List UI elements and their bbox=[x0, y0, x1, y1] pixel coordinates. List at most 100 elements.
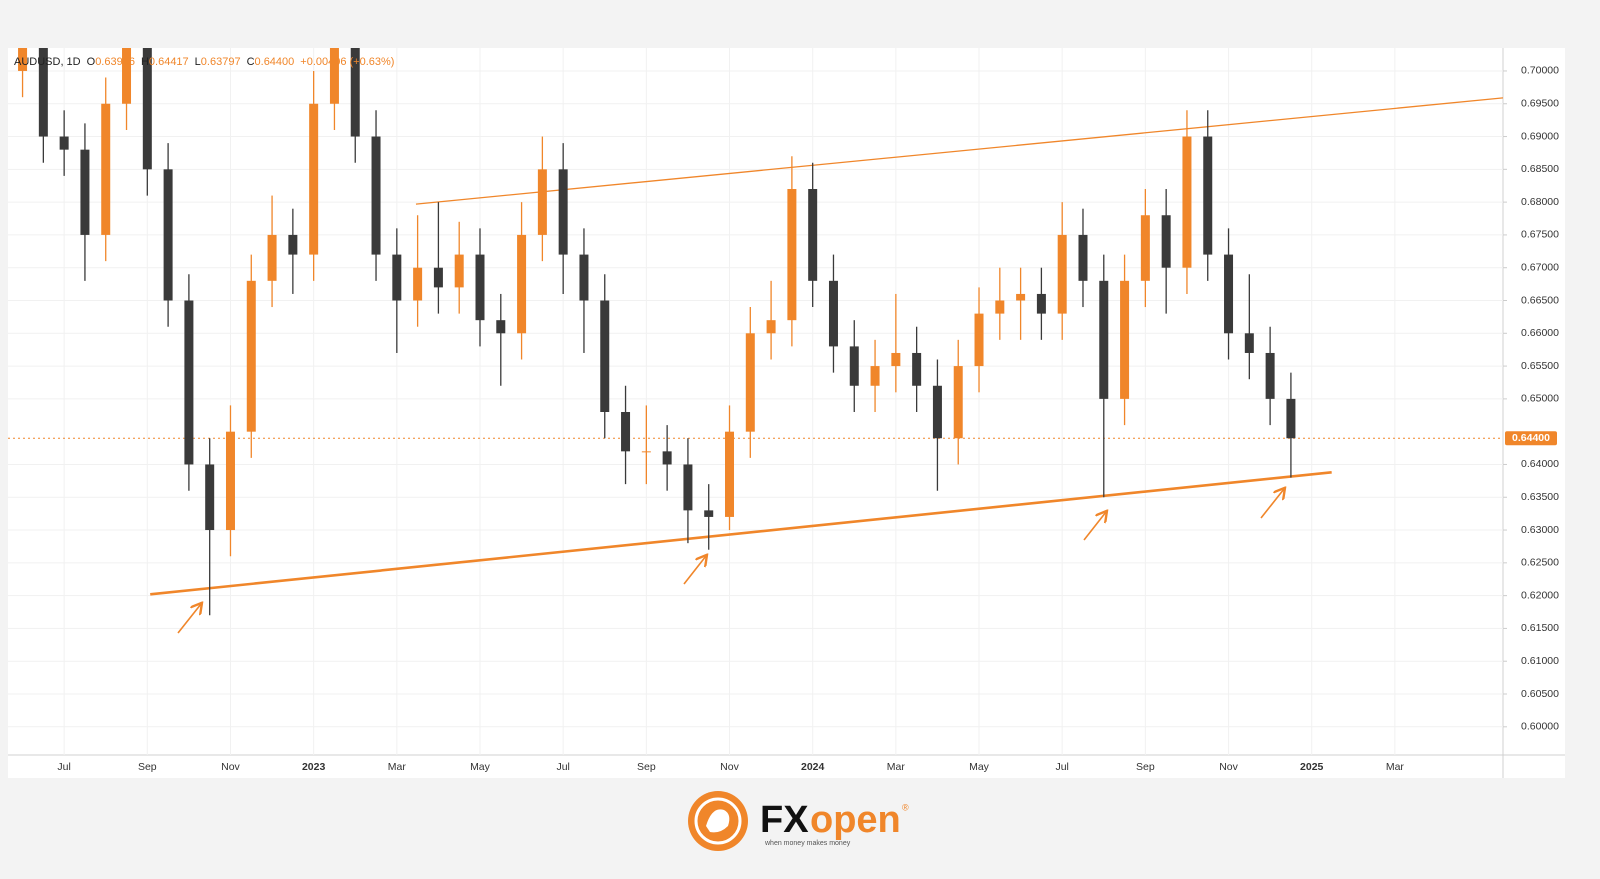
arrow bbox=[683, 556, 706, 585]
candle-body bbox=[1140, 215, 1150, 281]
candle-body bbox=[766, 320, 776, 334]
candle-body bbox=[309, 103, 319, 255]
symbol-legend: AUDUSD, 1D O0.63956 H0.64417 L0.63797 C0.644… bbox=[14, 56, 394, 68]
candle-body bbox=[122, 48, 132, 104]
legend-value: 0.63797 bbox=[201, 56, 241, 68]
logo-ring bbox=[694, 797, 742, 845]
y-tick-label: 0.62500 bbox=[1521, 557, 1559, 569]
candle-body bbox=[1286, 398, 1296, 439]
candle-body bbox=[808, 189, 818, 281]
candle-body bbox=[433, 267, 443, 288]
legend-label: AUDUSD, 1D bbox=[14, 56, 81, 68]
y-tick-label: 0.61000 bbox=[1521, 655, 1559, 667]
candle-body bbox=[662, 451, 672, 465]
x-tick-label: Jul bbox=[57, 761, 70, 773]
candle-body bbox=[745, 333, 755, 432]
x-tick-label: Jul bbox=[556, 761, 569, 773]
candle-body bbox=[1265, 352, 1275, 399]
x-tick-label: May bbox=[470, 761, 491, 773]
candle-body bbox=[1203, 136, 1213, 255]
candle-body bbox=[621, 411, 631, 452]
candle-body bbox=[641, 451, 651, 453]
candle-body bbox=[38, 48, 48, 137]
candle-body bbox=[80, 149, 90, 235]
candle-body bbox=[246, 280, 256, 432]
legend-value: +0.00406 (+0.63%) bbox=[300, 56, 394, 68]
candle-body bbox=[537, 169, 547, 235]
candle-body bbox=[163, 169, 173, 301]
legend-label: O bbox=[87, 56, 96, 68]
axes: 0.60000 0.60500 0.61000 0.61500 0.62000 0.625… bbox=[57, 65, 1559, 773]
legend-label: C bbox=[247, 56, 255, 68]
candle-body bbox=[704, 510, 714, 517]
candle-body bbox=[849, 346, 859, 386]
x-tick-label: May bbox=[969, 761, 990, 773]
candle-body bbox=[558, 169, 568, 255]
candle-body bbox=[142, 48, 152, 170]
candle-body bbox=[392, 254, 402, 301]
candle-body bbox=[267, 234, 277, 281]
candle-body bbox=[1224, 254, 1234, 334]
logo-bull bbox=[706, 809, 730, 833]
candle-body bbox=[932, 385, 942, 439]
y-tick-label: 0.68000 bbox=[1521, 196, 1559, 208]
x-tick-label: Mar bbox=[1386, 761, 1405, 773]
candle-body bbox=[1161, 215, 1171, 268]
candle-body bbox=[725, 431, 735, 517]
candle-body bbox=[953, 366, 963, 439]
y-tick-label: 0.69000 bbox=[1521, 130, 1559, 142]
candle-body bbox=[1244, 333, 1254, 353]
candle-body bbox=[59, 136, 69, 150]
candle-body bbox=[18, 48, 28, 71]
grid bbox=[8, 48, 1503, 755]
x-tick-label: 2025 bbox=[1300, 761, 1324, 773]
candle-body bbox=[1057, 234, 1067, 314]
candle-body bbox=[1120, 280, 1130, 399]
y-tick-label: 0.64000 bbox=[1521, 458, 1559, 470]
candle-body bbox=[329, 48, 339, 104]
candle-body bbox=[1016, 293, 1026, 301]
y-tick-label: 0.67500 bbox=[1521, 229, 1559, 241]
x-tick-label: Nov bbox=[720, 761, 739, 773]
last-price-label: 0.64400 bbox=[1512, 432, 1550, 444]
y-tick-label: 0.68500 bbox=[1521, 163, 1559, 175]
plot bbox=[8, 48, 1503, 616]
legend-value: 0.63956 bbox=[95, 56, 135, 68]
candle-body bbox=[870, 366, 880, 386]
trendline bbox=[150, 471, 1332, 596]
footer-logo: FX open ® when money makes money bbox=[688, 791, 909, 851]
brand-mark: ® bbox=[902, 802, 909, 812]
y-tick-label: 0.70000 bbox=[1521, 65, 1559, 77]
trendline bbox=[415, 97, 1503, 205]
candle-body bbox=[475, 254, 485, 321]
x-tick-label: Mar bbox=[388, 761, 407, 773]
y-tick-label: 0.65000 bbox=[1521, 393, 1559, 405]
candle-body bbox=[1078, 234, 1088, 281]
candle-body bbox=[891, 352, 901, 367]
legend-label: L bbox=[195, 56, 201, 68]
chart-panel bbox=[8, 48, 1565, 778]
y-tick-label: 0.65500 bbox=[1521, 360, 1559, 372]
candle-body bbox=[496, 320, 506, 334]
y-tick-label: 0.69500 bbox=[1521, 98, 1559, 110]
candle-body bbox=[1099, 280, 1109, 399]
candle-body bbox=[828, 280, 838, 347]
brand-right: open bbox=[810, 799, 901, 841]
candle-body bbox=[413, 267, 423, 301]
legend-value: 0.64417 bbox=[149, 56, 189, 68]
x-tick-label: Jul bbox=[1055, 761, 1068, 773]
candle-body bbox=[787, 189, 797, 321]
legend-label: H bbox=[141, 56, 149, 68]
arrow bbox=[177, 604, 201, 634]
candle-body bbox=[350, 48, 360, 137]
x-tick-label: Nov bbox=[1219, 761, 1238, 773]
y-tick-label: 0.66500 bbox=[1521, 294, 1559, 306]
candle-body bbox=[974, 313, 984, 367]
x-tick-label: Nov bbox=[221, 761, 240, 773]
y-tick-label: 0.66000 bbox=[1521, 327, 1559, 339]
x-tick-label: Mar bbox=[887, 761, 906, 773]
x-tick-label: 2024 bbox=[801, 761, 825, 773]
candle-body bbox=[288, 234, 298, 255]
